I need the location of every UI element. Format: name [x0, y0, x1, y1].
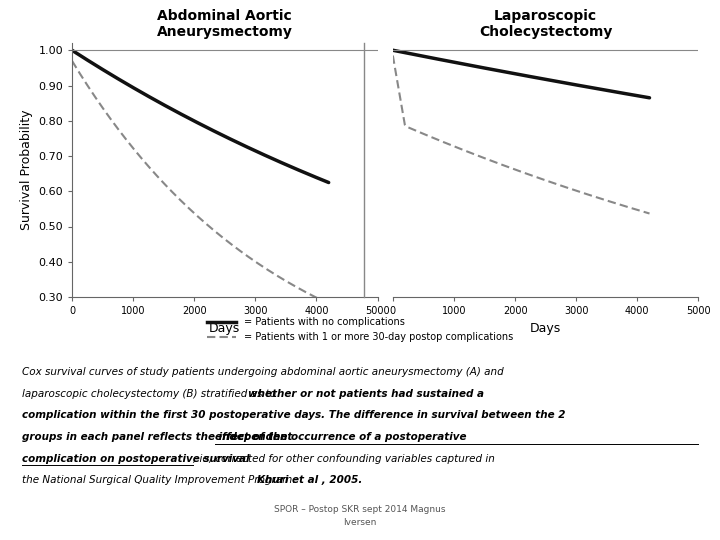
Title: Abdominal Aortic
Aneurysmectomy: Abdominal Aortic Aneurysmectomy: [157, 9, 293, 39]
Text: effect of the occurrence of a postoperative: effect of the occurrence of a postoperat…: [215, 432, 466, 442]
X-axis label: Days: Days: [530, 322, 562, 335]
Y-axis label: Survival Probability: Survival Probability: [19, 110, 32, 231]
Text: Cox survival curves of study patients undergoing abdominal aortic aneurysmectomy: Cox survival curves of study patients un…: [22, 367, 503, 377]
Text: Iversen: Iversen: [343, 518, 377, 528]
Text: whether or not patients had sustained a: whether or not patients had sustained a: [248, 389, 485, 399]
Text: Khuri et al , 2005.: Khuri et al , 2005.: [257, 475, 362, 485]
Text: laparoscopic cholecystectomy (B) stratified as to: laparoscopic cholecystectomy (B) stratif…: [22, 389, 279, 399]
Text: complication on postoperative survival: complication on postoperative survival: [22, 454, 249, 464]
Text: SPOR – Postop SKR sept 2014 Magnus: SPOR – Postop SKR sept 2014 Magnus: [274, 505, 446, 514]
Text: , ie, corrected for other confounding variables captured in: , ie, corrected for other confounding va…: [193, 454, 495, 464]
Text: complication within the first 30 postoperative days. The difference in survival : complication within the first 30 postope…: [22, 410, 565, 421]
Title: Laparoscopic
Cholecystectomy: Laparoscopic Cholecystectomy: [479, 9, 612, 39]
Text: the National Surgical Quality Improvement Program.: the National Surgical Quality Improvemen…: [22, 475, 298, 485]
Text: groups in each panel reflects the independent: groups in each panel reflects the indepe…: [22, 432, 296, 442]
Legend: = Patients with no complications, = Patients with 1 or more 30-day postop compli: = Patients with no complications, = Pati…: [203, 314, 517, 346]
X-axis label: Days: Days: [209, 322, 240, 335]
